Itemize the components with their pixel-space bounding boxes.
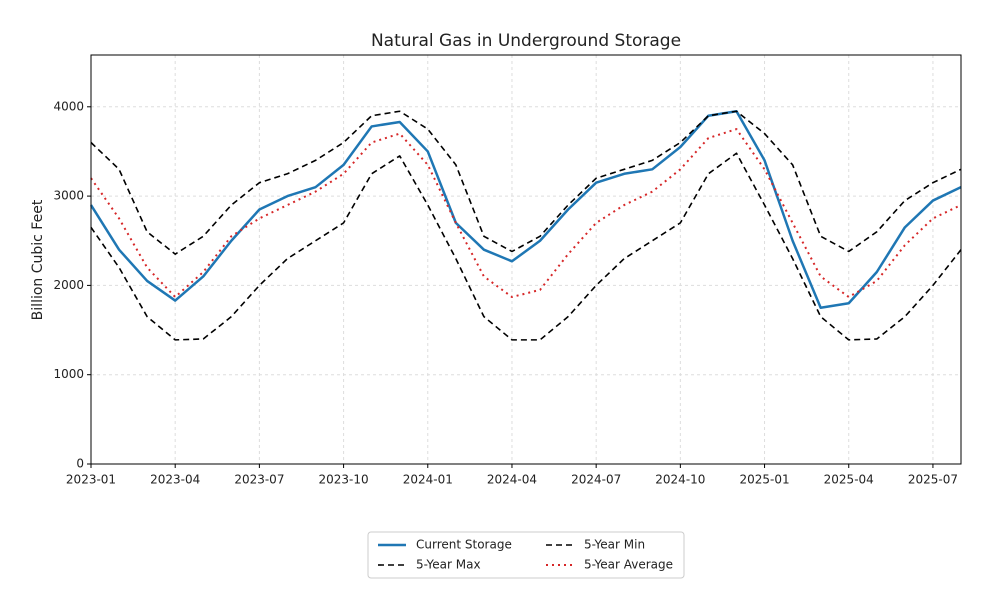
y-axis-label: Billion Cubic Feet xyxy=(30,199,46,320)
x-tick-label: 2024-07 xyxy=(571,473,621,487)
legend-label: Current Storage xyxy=(416,538,512,552)
legend-label: 5-Year Min xyxy=(584,538,645,552)
series-line xyxy=(90,152,962,341)
x-tick-label: 2025-07 xyxy=(908,473,958,487)
x-tick-label: 2024-10 xyxy=(655,473,705,487)
x-tick-label: 2023-07 xyxy=(234,473,284,487)
legend-label: 5-Year Average xyxy=(584,558,673,572)
y-tick-label: 3000 xyxy=(53,189,84,203)
y-tick-label: 2000 xyxy=(53,278,84,292)
y-tick-label: 4000 xyxy=(53,99,84,113)
x-tick-label: 2025-01 xyxy=(739,473,789,487)
y-tick-label: 0 xyxy=(76,457,84,471)
series-line xyxy=(90,110,962,255)
series-line xyxy=(90,128,962,299)
legend-box xyxy=(367,531,685,579)
x-tick-label: 2025-04 xyxy=(824,473,874,487)
x-tick-label: 2024-01 xyxy=(403,473,453,487)
x-tick-label: 2023-01 xyxy=(66,473,116,487)
y-tick-label: 1000 xyxy=(53,367,84,381)
plot-frame xyxy=(90,54,962,465)
series-line xyxy=(89,110,962,309)
x-tick-label: 2024-04 xyxy=(487,473,537,487)
x-tick-label: 2023-04 xyxy=(150,473,200,487)
legend-label: 5-Year Max xyxy=(416,558,481,572)
chart-title: Natural Gas in Underground Storage xyxy=(371,31,681,51)
x-tick-label: 2023-10 xyxy=(319,473,369,487)
